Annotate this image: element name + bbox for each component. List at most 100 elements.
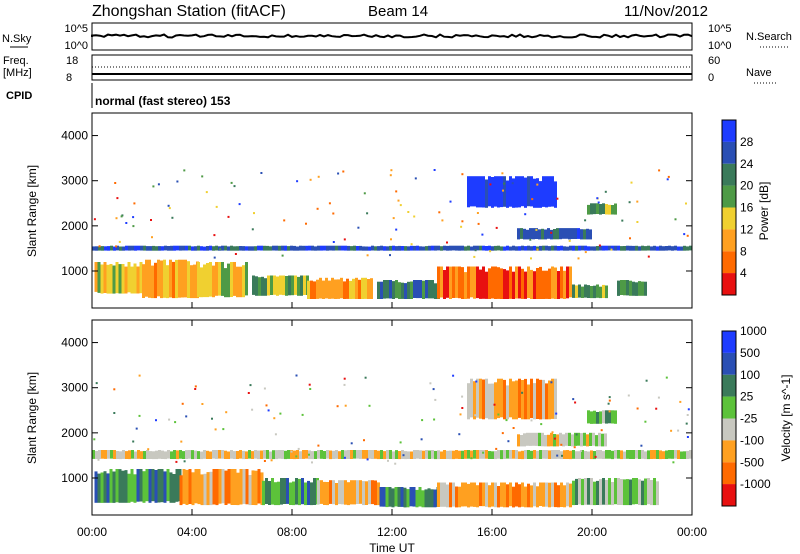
heatmap-cell [368,450,371,459]
heatmap-cell [506,270,509,299]
heatmap-cell [163,259,166,298]
heatmap-cell [644,451,647,460]
heatmap-cell [395,246,398,251]
heatmap-cell [506,245,509,251]
heatmap-cell [389,450,392,459]
heatmap-cell [106,264,110,294]
heatmap-cell [200,474,204,506]
heatmap-cell [488,245,491,251]
power-ylabel: Slant Range [km] [25,165,39,257]
heatmap-cell [506,484,509,508]
heatmap-cell [338,451,341,459]
heatmap-cell [550,432,553,447]
heatmap-cell [224,450,227,459]
heatmap-cell [650,450,653,459]
heatmap-cell [255,276,258,296]
heatmap-cell [458,245,461,251]
heatmap-cell [322,280,325,299]
scatter-point [686,414,689,416]
heatmap-cell [572,450,575,459]
heatmap-cell [541,432,544,447]
scatter-point [495,447,498,450]
heatmap-cell [203,264,206,298]
heatmap-cell [115,262,119,294]
heatmap-cell [485,482,488,507]
heatmap-cell [449,482,452,508]
heatmap-cell [341,450,344,459]
heatmap-cell [331,277,334,299]
heatmap-cell [482,450,485,459]
heatmap-cell [347,450,350,459]
heatmap-cell [602,245,605,251]
heatmap-cell [686,450,689,459]
scatter-point [685,202,687,205]
heatmap-cell [281,245,284,251]
scatter-point [568,239,571,242]
heatmap-cell [464,450,467,459]
scatter-point [511,182,514,185]
heatmap-cell [550,229,553,240]
heatmap-cell [571,228,574,239]
heatmap-cell [100,472,104,503]
heatmap-cell [517,228,520,240]
heatmap-cell [434,283,437,299]
heatmap-cell [401,282,404,299]
heatmap-cell [242,469,246,504]
heatmap-cell [452,482,455,507]
heatmap-cell [689,245,692,251]
scatter-point [297,447,300,450]
heatmap-cell [215,245,218,251]
heatmap-cell [620,246,623,251]
heatmap-cell [473,381,476,420]
scatter-point [363,192,366,195]
heatmap-cell [601,433,604,447]
heatmap-cell [419,280,422,299]
scatter-point [530,257,532,260]
heatmap-cell [215,450,218,459]
heatmap-cell [133,474,137,503]
heatmap-cell [233,469,237,505]
heatmap-cell [212,450,215,459]
scatter-point [389,174,392,177]
scatter-point [390,238,392,241]
heatmap-cell [95,246,98,251]
power-yaxis: 1000 2000 3000 4000 [61,129,692,278]
heatmap-cell [485,271,488,299]
scatter-point [95,382,98,385]
heatmap-cell [506,385,509,420]
heatmap-cell [227,469,231,504]
heatmap-cell [434,450,437,460]
heatmap-cell [533,383,536,420]
scatter-point [452,374,455,377]
scatter-point [263,387,266,390]
freq-tick-bottom: 8 [66,72,72,84]
heatmap-cell [568,432,571,446]
heatmap-cell [230,262,233,297]
velocity-ylabel: Slant Range [km] [25,372,39,464]
heatmap-cell [647,450,650,460]
heatmap-cell [245,451,248,459]
scatter-point [495,226,498,229]
heatmap-cell [583,432,586,446]
heatmap-cell [307,280,310,299]
heatmap-cell [554,181,557,208]
scatter-point [685,422,688,425]
scatter-point [317,444,320,447]
heatmap-cell [548,246,551,251]
heatmap-cell [542,176,545,207]
heatmap-cell [556,434,559,447]
heatmap-cell [683,245,686,251]
heatmap-cell [362,246,365,251]
heatmap-cell [169,472,173,503]
heatmap-cell [577,228,580,239]
heatmap-cell [548,268,551,299]
heatmap-cell [485,246,488,251]
heatmap-cell [323,481,326,505]
heatmap-cell [497,267,500,299]
heatmap-cell [542,245,545,251]
heatmap-cell [431,245,434,251]
heatmap-cell [440,246,443,251]
heatmap-cell [491,246,494,251]
heatmap-cell [103,262,107,293]
heatmap-cell [169,259,172,298]
